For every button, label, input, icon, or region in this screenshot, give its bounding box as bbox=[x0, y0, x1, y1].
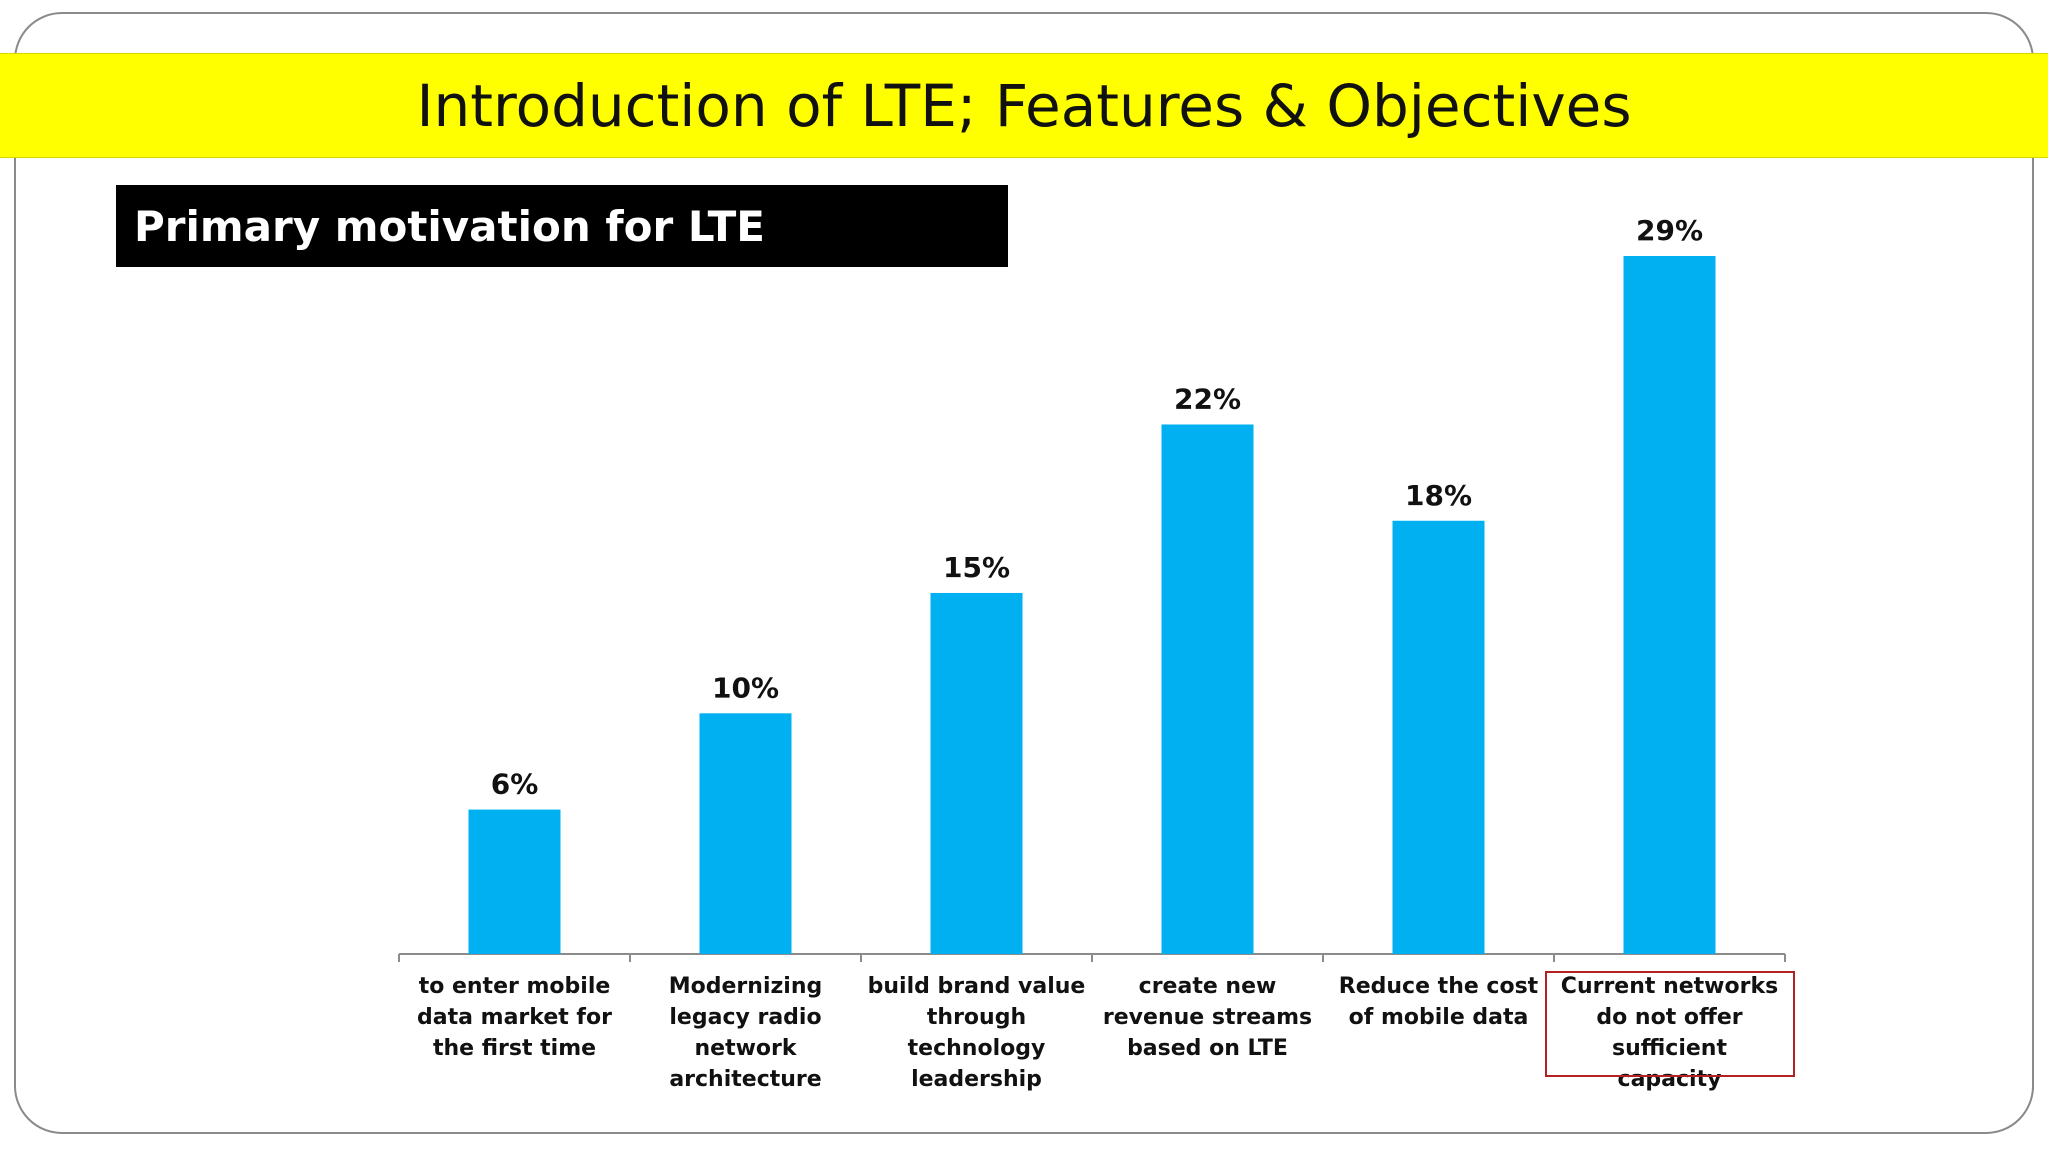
category-label-3: build brand value through technology lea… bbox=[867, 974, 1086, 1092]
data-label-1: 6% bbox=[491, 768, 539, 801]
bar-4 bbox=[1161, 424, 1254, 954]
subtitle-box: Primary motivation for LTE bbox=[116, 185, 1008, 267]
category-label-2: Modernizing legacy radio network archite… bbox=[668, 974, 823, 1092]
data-label-6: 29% bbox=[1636, 214, 1703, 247]
bar-6 bbox=[1623, 256, 1716, 954]
data-label-4: 22% bbox=[1174, 382, 1241, 415]
chart-subtitle: Primary motivation for LTE bbox=[134, 201, 765, 251]
data-label-5: 18% bbox=[1405, 479, 1472, 512]
category-label-6: Current networks do not offer sufficient… bbox=[1560, 974, 1779, 1092]
data-label-3: 15% bbox=[943, 551, 1010, 584]
bar-3 bbox=[930, 592, 1023, 954]
data-label-2: 10% bbox=[712, 671, 779, 704]
category-label-4: create new revenue streams based on LTE bbox=[1102, 974, 1313, 1061]
bar-2 bbox=[699, 713, 792, 954]
category-label-5: Reduce the cost of mobile data bbox=[1338, 974, 1539, 1030]
highlight-box bbox=[1544, 971, 1795, 1077]
category-label-1: to enter mobile data market for the firs… bbox=[417, 974, 612, 1061]
bar-5 bbox=[1392, 520, 1485, 954]
slide-title: Introduction of LTE; Features & Objectiv… bbox=[416, 71, 1632, 140]
title-bar: Introduction of LTE; Features & Objectiv… bbox=[0, 53, 2048, 158]
bar-1 bbox=[468, 809, 561, 954]
